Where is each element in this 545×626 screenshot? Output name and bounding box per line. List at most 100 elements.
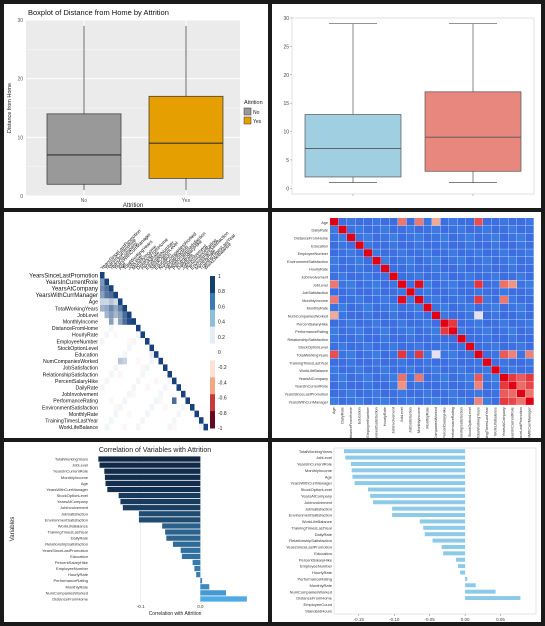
heatmap-cell [330, 397, 339, 405]
category-label: WorkLifeBalance [302, 519, 333, 524]
heatmap-cell [449, 225, 458, 234]
panel-heatmap: Age Age DailyRate DailyRate DistanceFromHome… [272, 212, 541, 438]
heatmap-cell [508, 257, 517, 265]
heatmap-cell [154, 397, 159, 404]
category-label: DistanceFromHome [296, 596, 332, 601]
heatmap-cell [398, 327, 407, 335]
heatmap-cell [100, 291, 105, 299]
heatmap-cell [364, 319, 373, 327]
chart-boxplot-seaborn: 0 5 10 15 20 25 30 [283, 16, 535, 196]
heatmap-cell [491, 303, 500, 312]
category-label: MonthlyRate [66, 584, 89, 589]
heatmap-cell [466, 288, 475, 296]
heatmap-cell [398, 249, 407, 257]
heatmap-cell [372, 233, 381, 242]
heatmap-cell [517, 241, 526, 249]
heatmap-cell [330, 381, 339, 390]
heatmap-cell [347, 303, 356, 312]
legend-swatch [243, 107, 252, 116]
heatmap-cell [449, 342, 458, 351]
heatmap-cell [525, 272, 534, 281]
category-label: PerformanceRating [54, 578, 88, 583]
heatmap-cell [474, 350, 483, 359]
category-label: EmployeeNumber [56, 566, 89, 571]
heatmap-cell [398, 397, 407, 405]
heatmap-cell [203, 423, 208, 431]
column-label: RelationshipSatisfaction [460, 407, 464, 438]
heatmap-cell [364, 296, 373, 304]
heatmap-cell [364, 272, 373, 281]
heatmap-cell [398, 335, 407, 343]
row-label: PercentSalaryHike [297, 322, 328, 326]
heatmap-cell [449, 389, 458, 398]
heatmap-cell [423, 241, 432, 249]
heatmap-cell [457, 288, 466, 296]
heatmap-cell [398, 241, 407, 249]
heatmap-cell [389, 241, 398, 249]
heatmap-cell [330, 350, 339, 359]
column-label: DailyRate [341, 407, 345, 423]
row-label: DailyRate [76, 385, 99, 391]
bar [441, 544, 466, 549]
heatmap-cell [347, 381, 356, 390]
heatmap-cell [415, 296, 424, 304]
heatmap-cell [338, 327, 347, 335]
heatmap-cell [483, 319, 492, 327]
heatmap-cell [398, 264, 407, 273]
heatmap-cell [474, 389, 483, 398]
heatmap-cell [500, 218, 509, 226]
category-label: StockOptionLevel [301, 487, 332, 492]
heatmap-cell [432, 381, 441, 390]
bar [458, 564, 466, 569]
y-tick-label: 25 [283, 44, 289, 50]
heatmap-cell [500, 381, 509, 390]
heatmap-cell [406, 389, 415, 398]
column-label: HourlyRate [383, 407, 387, 426]
heatmap-cell [122, 357, 127, 365]
heatmap-cell [372, 280, 381, 288]
heatmap-cell [432, 327, 441, 335]
category-label: TrainingTimesLastYear [291, 525, 332, 530]
heatmap-cell [406, 264, 415, 273]
heatmap-cell [109, 311, 114, 319]
heatmap-cell [483, 327, 492, 335]
category-label: Education [70, 554, 88, 559]
heatmap-cell [500, 311, 509, 320]
heatmap-cell [167, 371, 172, 378]
heatmap-cell [149, 351, 154, 358]
heatmap-cell [109, 285, 114, 292]
row-label: DailyRate [312, 229, 328, 233]
heatmap-cell [491, 218, 500, 226]
heatmap-cell [423, 272, 432, 281]
row-label: TotalWorkingYears [297, 353, 329, 357]
heatmap-cell [432, 319, 441, 327]
heatmap-cell [104, 331, 109, 338]
heatmap-cell [338, 374, 347, 382]
heatmap-cell [517, 225, 526, 234]
heatmap-cell [500, 241, 509, 249]
heatmap-cell [457, 218, 466, 226]
heatmap-cell [500, 233, 509, 242]
heatmap-cell [381, 350, 390, 359]
chart-corrplot: YearsSinceLastPromotionYearsSinceLastPro… [29, 228, 237, 432]
heatmap-cell [381, 264, 390, 273]
row-label: MonthlyIncome [302, 299, 328, 303]
heatmap-cell [338, 218, 347, 226]
heatmap-cell [440, 257, 449, 265]
heatmap-cell [100, 278, 105, 286]
heatmap-cell [381, 233, 390, 242]
heatmap-cell [372, 288, 381, 296]
heatmap-cell [372, 272, 381, 281]
heatmap-cell [330, 218, 339, 226]
heatmap-cell [118, 404, 123, 411]
heatmap-cell [466, 280, 475, 288]
heatmap-cell [525, 319, 534, 327]
heatmap-cell [338, 272, 347, 281]
heatmap-cell [406, 241, 415, 249]
heatmap-cell [525, 335, 534, 343]
heatmap-cell [517, 389, 526, 398]
heatmap-cell [525, 225, 534, 234]
heatmap-cell [372, 257, 381, 265]
category-label: HourlyRate [68, 572, 89, 577]
chart-bar-dark: Correlation of Variables with Attrition -… [10, 447, 247, 617]
